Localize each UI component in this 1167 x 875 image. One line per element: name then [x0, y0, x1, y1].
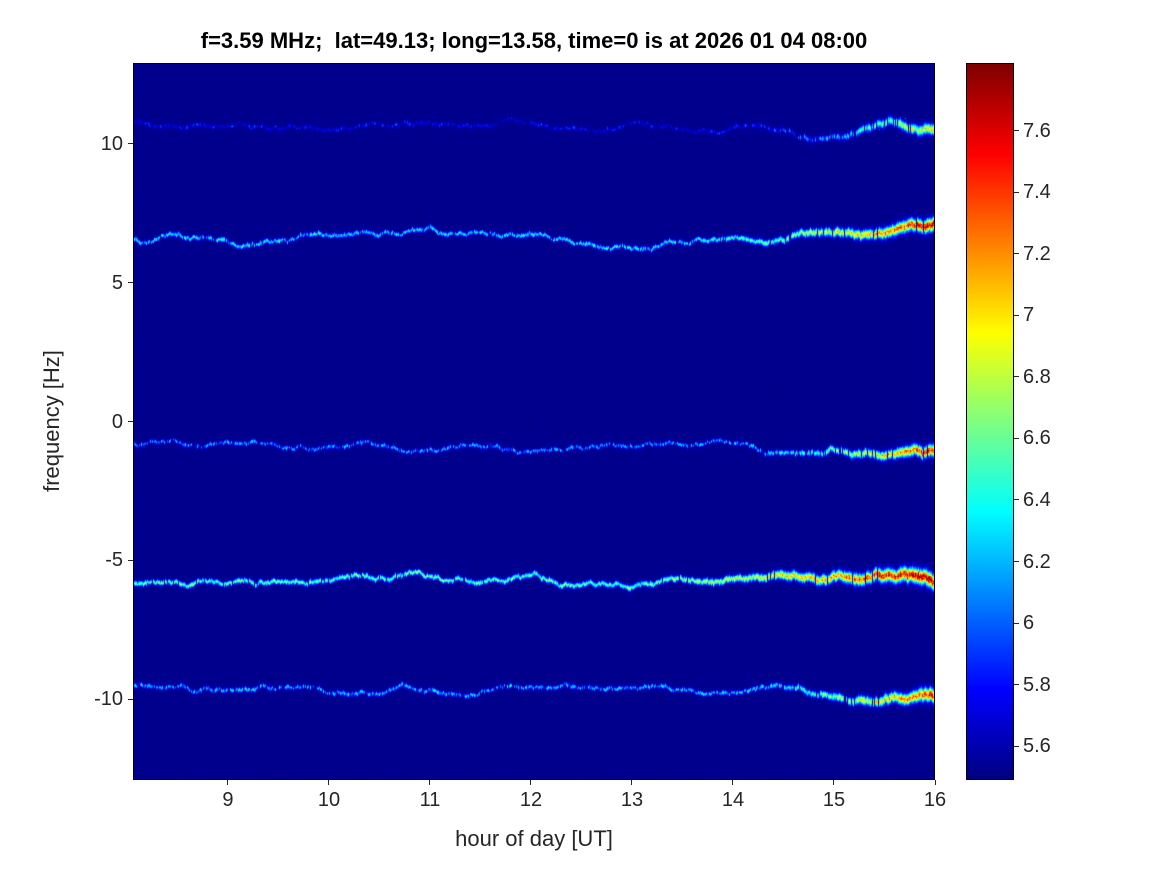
x-tick-mark [732, 780, 734, 785]
colorbar-tick-mark [1014, 253, 1019, 255]
x-tick-label: 15 [822, 789, 846, 811]
colorbar-tick-label: 5.6 [1023, 735, 1051, 758]
colorbar-tick-mark [1014, 437, 1019, 439]
colorbar-tick-mark [1014, 561, 1019, 562]
x-tick-label: 14 [721, 789, 745, 811]
x-tick-mark [631, 780, 633, 785]
colorbar-tick-mark [1014, 314, 1019, 316]
colorbar-tick-label: 7.4 [1023, 181, 1051, 204]
colorbar-tick-mark [1014, 130, 1019, 132]
colorbar [966, 63, 1014, 780]
colorbar-tick-label: 6.6 [1023, 427, 1051, 450]
y-tick-label: 0 [111, 410, 123, 433]
colorbar-tick-mark [1014, 191, 1019, 193]
colorbar-tick-mark [1014, 499, 1019, 501]
plot-title: f=3.59 MHz; lat=49.13; long=13.58, time=… [200, 28, 868, 53]
y-tick-label: -5 [105, 549, 123, 572]
colorbar-tick-label: 5.8 [1023, 673, 1051, 696]
spectrogram-canvas [134, 64, 934, 779]
x-tick-label: 10 [317, 789, 341, 811]
x-tick-mark [328, 780, 330, 785]
colorbar-tick-mark [1014, 745, 1019, 747]
x-tick-label: 12 [519, 789, 543, 811]
y-tick-mark [128, 421, 133, 422]
y-tick-mark [128, 143, 133, 145]
colorbar-tick-label: 6.4 [1023, 488, 1051, 511]
colorbar-tick-label: 7 [1023, 304, 1035, 327]
colorbar-tick-mark [1014, 376, 1019, 378]
y-tick-mark [128, 282, 133, 284]
colorbar-tick-label: 6.2 [1023, 550, 1051, 573]
colorbar-tick-label: 7.6 [1023, 119, 1051, 142]
x-tick-mark [934, 780, 936, 785]
x-tick-mark [530, 780, 532, 785]
x-tick-mark [227, 780, 229, 785]
x-tick-mark [833, 780, 835, 785]
y-tick-mark [128, 559, 133, 561]
y-tick-label: 10 [100, 132, 123, 155]
colorbar-tick-mark [1014, 622, 1019, 624]
plot-area [133, 63, 935, 780]
x-axis-label: hour of day [UT] [455, 826, 613, 851]
y-tick-label: -10 [94, 688, 123, 711]
colorbar-canvas [967, 64, 1013, 779]
x-tick-label: 16 [923, 789, 947, 811]
colorbar-tick-label: 7.2 [1023, 242, 1051, 265]
colorbar-tick-label: 6 [1023, 612, 1035, 635]
y-tick-label: 5 [111, 271, 123, 294]
colorbar-tick-label: 6.8 [1023, 365, 1051, 388]
colorbar-tick-mark [1014, 684, 1019, 686]
x-tick-mark [429, 780, 431, 785]
x-tick-label: 13 [620, 789, 644, 811]
y-tick-mark [128, 698, 133, 700]
x-tick-label: 11 [419, 789, 441, 811]
x-tick-label: 9 [222, 789, 234, 811]
